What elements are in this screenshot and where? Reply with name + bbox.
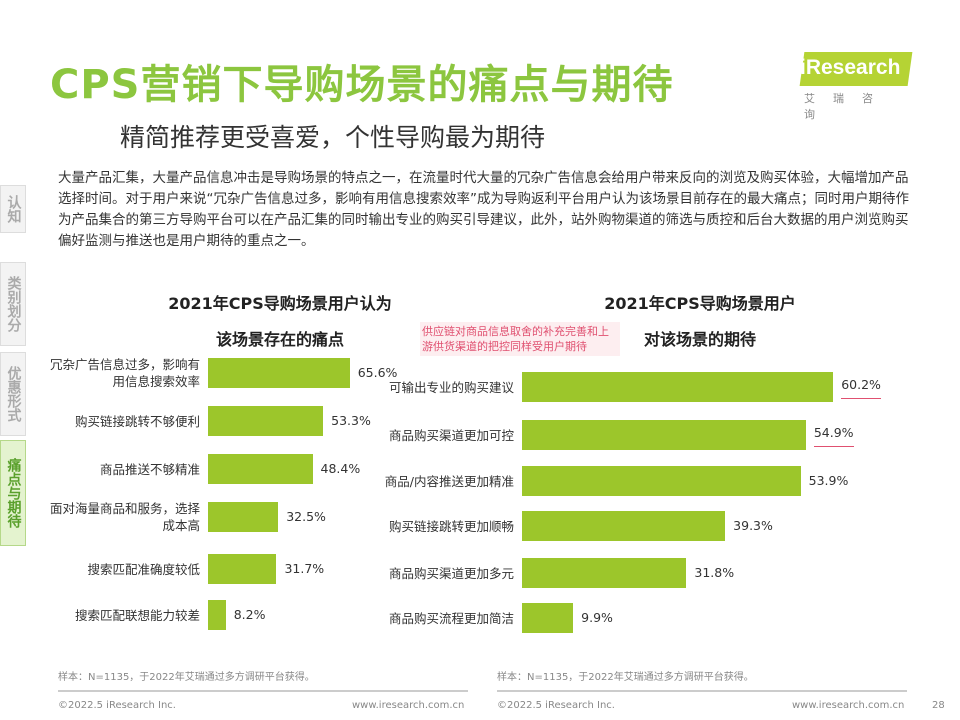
category-label: 面对海量商品和服务，选择成本高 — [50, 501, 201, 533]
value-label: 32.5% — [286, 509, 326, 524]
side-tab-discount-forms[interactable]: 优惠形式 — [0, 352, 26, 436]
bar — [522, 603, 574, 633]
annotation-note: 供应链对商品信息取舍的补充完善和上游供货渠道的把控同样受用户期待 — [420, 322, 620, 356]
category-label: 商品购买流程更加简洁 — [388, 610, 514, 626]
value-label: 8.2% — [233, 607, 266, 622]
bar — [208, 554, 277, 584]
side-tab-categories[interactable]: 类别划分 — [0, 262, 26, 346]
value-label: 53.9% — [808, 473, 849, 488]
value-label: 53.3% — [331, 413, 371, 428]
iresearch-logo: iResearch 艾瑞咨询 — [792, 50, 913, 121]
value-label: 9.9% — [581, 610, 613, 625]
value-label: 60.2% — [841, 372, 881, 399]
chart-title-right: 2021年CPS导购场景用户 对该场景的期待 — [604, 294, 796, 349]
side-tab-pain-points[interactable]: 痛点与期待 — [0, 440, 26, 546]
divider — [497, 690, 907, 692]
bar — [208, 454, 313, 484]
bar — [208, 600, 226, 630]
category-label: 购买链接跳转更加顺畅 — [388, 518, 514, 534]
chart-title-left: 2021年CPS导购场景用户认为 该场景存在的痛点 — [168, 294, 392, 349]
value-label: 39.3% — [733, 518, 773, 533]
category-label: 商品购买渠道更加多元 — [388, 565, 514, 581]
category-label: 冗杂广告信息过多，影响有用信息搜索效率 — [50, 357, 201, 389]
source-note-left: 样本：N=1135，于2022年艾瑞通过多方调研平台获得。 — [58, 672, 315, 683]
category-label: 商品/内容推送更加精准 — [384, 473, 514, 489]
value-label: 65.6% — [357, 365, 398, 380]
divider — [58, 690, 468, 692]
bar — [522, 466, 801, 496]
bar — [208, 406, 324, 436]
category-label: 商品推送不够精准 — [99, 461, 200, 477]
bar — [522, 558, 687, 588]
value-label: 31.7% — [284, 561, 325, 576]
page-number: 28 — [932, 700, 945, 711]
side-tab-awareness[interactable]: 认知 — [0, 185, 26, 233]
url-right: www.iresearch.com.cn — [792, 700, 905, 711]
url-left: www.iresearch.com.cn — [352, 700, 465, 711]
category-label: 购买链接跳转不够便利 — [74, 413, 200, 429]
value-label: 54.9% — [813, 420, 854, 447]
category-label: 搜索匹配准确度较低 — [87, 561, 200, 577]
copyright-left: ©2022.5 iResearch Inc. — [58, 700, 176, 711]
bar — [208, 502, 279, 532]
page-subtitle: 精简推荐更受喜爱，个性导购最为期待 — [120, 123, 546, 152]
value-label: 48.4% — [320, 461, 361, 476]
bar — [522, 372, 834, 402]
category-label: 可输出专业的购买建议 — [388, 379, 514, 395]
source-note-right: 样本：N=1135，于2022年艾瑞通过多方调研平台获得。 — [497, 672, 754, 683]
value-label: 31.8% — [694, 565, 735, 580]
bar — [522, 511, 726, 541]
bar — [208, 358, 350, 388]
page-title: CPS营销下导购场景的痛点与期待 — [50, 62, 674, 108]
category-label: 搜索匹配联想能力较差 — [74, 607, 200, 623]
bar — [522, 420, 806, 450]
intro-paragraph: 大量产品汇集，大量产品信息冲击是导购场景的特点之一，在流量时代大量的冗杂广告信息… — [58, 170, 909, 249]
category-label: 商品购买渠道更加可控 — [388, 427, 514, 443]
copyright-right: ©2022.5 iResearch Inc. — [497, 700, 615, 711]
